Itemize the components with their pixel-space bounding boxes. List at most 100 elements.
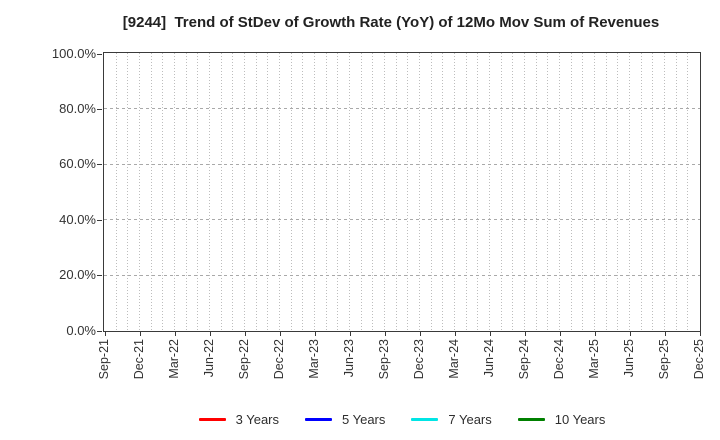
gridline-vertical	[139, 53, 140, 331]
legend-item: 5 Years	[305, 412, 385, 427]
gridline-vertical	[174, 53, 175, 331]
x-tick-mark	[314, 332, 316, 336]
x-tick-label: Mar-25	[587, 339, 601, 379]
gridline-vertical	[372, 53, 374, 331]
legend-label: 3 Years	[235, 411, 279, 427]
x-tick-label: Dec-21	[132, 339, 146, 380]
gridline-vertical	[209, 53, 210, 331]
gridline-vertical	[220, 53, 222, 331]
gridline-vertical	[127, 53, 129, 331]
gridline-vertical	[325, 53, 327, 331]
y-tick-label: 60.0%	[59, 156, 96, 172]
x-tick-label: Dec-25	[692, 339, 706, 380]
gridline-vertical	[185, 53, 187, 331]
legend-item: 7 Years	[411, 411, 492, 427]
gridline-vertical	[640, 53, 642, 331]
plot-area	[103, 52, 701, 332]
x-tick-mark	[244, 332, 246, 336]
gridline-vertical	[594, 53, 595, 331]
legend-label: 7 Years	[448, 411, 492, 427]
x-tick-mark	[489, 332, 491, 336]
gridline-horizontal	[104, 108, 700, 110]
legend-label: 10 Years	[554, 411, 606, 427]
x-tick-mark	[104, 332, 106, 336]
x-tick-label: Sep-21	[97, 339, 111, 380]
gridline-vertical	[454, 53, 455, 331]
gridline-vertical	[290, 53, 292, 331]
gridline-vertical	[302, 53, 304, 331]
gridline-vertical	[489, 53, 490, 331]
gridline-vertical	[407, 53, 409, 331]
gridline-vertical	[244, 53, 245, 331]
x-tick-label: Sep-22	[237, 339, 251, 380]
x-tick-label: Sep-23	[377, 339, 391, 380]
gridline-vertical	[675, 53, 677, 331]
x-tick-mark	[139, 332, 141, 336]
gridline-vertical	[279, 53, 280, 331]
y-tick-label: 80.0%	[59, 100, 96, 116]
x-tick-mark	[279, 332, 281, 336]
y-tick-mark	[97, 164, 102, 166]
y-tick-mark	[97, 330, 102, 332]
gridline-vertical	[617, 53, 619, 331]
gridline-vertical	[360, 53, 362, 331]
x-tick-label: Jun-22	[202, 339, 216, 378]
gridline-vertical	[232, 53, 234, 331]
gridline-vertical	[524, 53, 525, 331]
y-tick-label: 100.0%	[51, 45, 96, 61]
y-tick-label: 0.0%	[66, 322, 96, 338]
gridline-vertical	[255, 53, 257, 331]
chart-title: [9244] Trend of StDev of Growth Rate (Yo…	[122, 14, 660, 31]
gridline-vertical	[349, 53, 350, 331]
gridline-vertical	[687, 53, 689, 331]
gridline-horizontal	[104, 274, 700, 276]
legend-label: 5 Years	[342, 411, 386, 427]
gridline-vertical	[267, 53, 269, 331]
legend-item: 10 Years	[517, 411, 606, 427]
gridline-vertical	[197, 53, 199, 331]
gridline-vertical	[535, 53, 537, 331]
x-tick-label: Sep-24	[517, 339, 531, 380]
gridline-vertical	[314, 53, 315, 331]
legend-color-line	[198, 417, 226, 421]
x-tick-mark	[664, 332, 666, 336]
legend-color-line	[517, 417, 545, 421]
legend-item: 3 Years	[198, 411, 279, 427]
gridline-vertical	[150, 53, 152, 331]
x-tick-label: Jun-25	[622, 339, 636, 378]
x-tick-label: Jun-23	[342, 339, 356, 378]
gridline-vertical	[547, 53, 549, 331]
x-tick-mark	[454, 332, 456, 336]
x-tick-mark	[629, 332, 631, 336]
gridline-vertical	[559, 53, 560, 331]
gridline-vertical	[442, 53, 444, 331]
y-tick-label: 40.0%	[59, 211, 96, 227]
gridline-horizontal	[104, 163, 700, 165]
gridline-vertical	[115, 53, 117, 331]
chart-legend: 3 Years 5 Years 7 Years 10 Years	[103, 408, 701, 430]
legend-color-line	[305, 417, 332, 421]
gridline-vertical	[582, 53, 584, 331]
x-tick-label: Jun-24	[482, 339, 496, 378]
x-tick-mark	[594, 332, 596, 336]
x-tick-label: Mar-22	[167, 339, 181, 379]
y-tick-mark	[97, 219, 102, 221]
y-tick-mark	[97, 53, 102, 55]
gridline-vertical	[570, 53, 572, 331]
gridline-vertical	[384, 53, 385, 331]
gridline-vertical	[652, 53, 654, 331]
x-tick-label: Mar-24	[447, 339, 461, 379]
gridline-vertical	[395, 53, 397, 331]
gridline-vertical	[419, 53, 420, 331]
gridline-vertical	[605, 53, 607, 331]
x-tick-label: Mar-23	[307, 339, 321, 379]
gridline-vertical	[477, 53, 479, 331]
gridline-vertical	[465, 53, 467, 331]
gridline-vertical	[512, 53, 514, 331]
x-tick-mark	[524, 332, 526, 336]
series-layer	[104, 53, 699, 330]
x-tick-label: Dec-23	[412, 339, 426, 380]
x-tick-label: Dec-24	[552, 339, 566, 380]
legend-color-line	[411, 417, 439, 421]
